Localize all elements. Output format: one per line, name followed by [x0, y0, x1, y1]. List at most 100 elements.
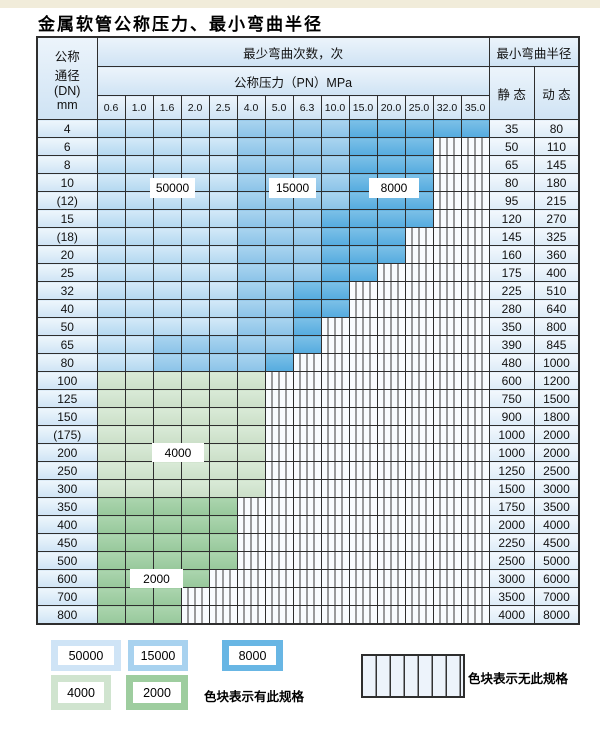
cell-no-spec — [460, 155, 490, 174]
cell-no-spec — [376, 569, 406, 588]
static-radius-value: 225 — [488, 281, 535, 300]
cell-no-spec — [460, 227, 490, 246]
dynamic-radius-value: 110 — [533, 137, 580, 156]
legend-swatch-8000: 8000 — [222, 640, 283, 671]
table-row: 25 175 400 — [36, 263, 580, 282]
cell-spec-available — [348, 155, 378, 174]
cell-no-spec — [376, 587, 406, 606]
cell-spec-available — [208, 371, 238, 390]
cell-no-spec — [320, 605, 350, 625]
cell-no-spec — [264, 407, 294, 426]
cell-spec-available — [152, 245, 182, 264]
cell-no-spec — [404, 299, 434, 318]
cell-no-spec — [404, 371, 434, 390]
cell-spec-available — [152, 479, 182, 498]
static-radius-value: 1500 — [488, 479, 535, 498]
cell-no-spec — [432, 155, 462, 174]
cell-no-spec — [348, 515, 378, 534]
table-row: 400 2000 4000 — [36, 515, 580, 534]
cell-spec-available — [236, 137, 266, 156]
cell-spec-available — [96, 119, 126, 138]
cell-no-spec — [348, 443, 378, 462]
dn-value: 250 — [36, 461, 98, 480]
cell-no-spec — [348, 479, 378, 498]
dn-value: 32 — [36, 281, 98, 300]
cell-spec-available — [152, 425, 182, 444]
cell-no-spec — [292, 605, 322, 625]
cell-no-spec — [236, 515, 266, 534]
cell-spec-available — [180, 533, 210, 552]
cell-no-spec — [432, 353, 462, 372]
cell-spec-available — [432, 119, 462, 138]
cell-spec-available — [236, 227, 266, 246]
cell-spec-available — [124, 443, 154, 462]
dynamic-radius-value: 325 — [533, 227, 580, 246]
cell-spec-available — [320, 173, 350, 192]
cell-no-spec — [320, 425, 350, 444]
cell-spec-available — [152, 353, 182, 372]
cell-no-spec — [264, 389, 294, 408]
cell-no-spec — [460, 443, 490, 462]
cell-spec-available — [152, 605, 182, 625]
cell-no-spec — [236, 551, 266, 570]
cell-spec-available — [264, 299, 294, 318]
cell-no-spec — [432, 587, 462, 606]
cell-no-spec — [236, 497, 266, 516]
cell-spec-available — [96, 263, 126, 282]
cell-spec-available — [180, 155, 210, 174]
cell-spec-available — [236, 155, 266, 174]
static-radius-value: 35 — [488, 119, 535, 138]
cell-no-spec — [320, 371, 350, 390]
cell-spec-available — [348, 137, 378, 156]
static-radius-value: 65 — [488, 155, 535, 174]
header-dn: 公称 通径 (DN) mm — [36, 36, 98, 120]
cell-spec-available — [236, 263, 266, 282]
legend-label-8000: 8000 — [229, 646, 276, 665]
dn-value: 600 — [36, 569, 98, 588]
cell-no-spec — [376, 335, 406, 354]
cell-spec-available — [264, 353, 294, 372]
cell-spec-available — [96, 209, 126, 228]
cell-no-spec — [460, 479, 490, 498]
dn-value: 15 — [36, 209, 98, 228]
cell-spec-available — [152, 263, 182, 282]
cell-spec-available — [320, 137, 350, 156]
cell-spec-available — [208, 425, 238, 444]
pressure-value: 20.0 — [376, 95, 406, 120]
cell-no-spec — [460, 371, 490, 390]
cell-spec-available — [124, 407, 154, 426]
static-radius-value: 750 — [488, 389, 535, 408]
cell-no-spec — [320, 407, 350, 426]
cell-spec-available — [124, 371, 154, 390]
cell-no-spec — [432, 191, 462, 210]
cell-spec-available — [180, 299, 210, 318]
pressure-value: 4.0 — [236, 95, 266, 120]
cell-spec-available — [96, 443, 126, 462]
cell-no-spec — [376, 371, 406, 390]
cell-spec-available — [180, 479, 210, 498]
cell-spec-available — [292, 209, 322, 228]
cell-no-spec — [432, 299, 462, 318]
cell-spec-available — [152, 335, 182, 354]
dynamic-radius-value: 8000 — [533, 605, 580, 625]
dynamic-radius-value: 640 — [533, 299, 580, 318]
cell-spec-available — [124, 515, 154, 534]
cell-spec-available — [292, 335, 322, 354]
cell-spec-available — [208, 191, 238, 210]
cell-no-spec — [376, 461, 406, 480]
table-row: 6 50 110 — [36, 137, 580, 156]
pressure-value: 10.0 — [320, 95, 350, 120]
cell-no-spec — [404, 461, 434, 480]
cell-no-spec — [236, 605, 266, 625]
cell-spec-available — [96, 371, 126, 390]
cell-spec-available — [124, 533, 154, 552]
dn-value: 150 — [36, 407, 98, 426]
cell-spec-available — [180, 515, 210, 534]
pressure-value: 2.5 — [208, 95, 238, 120]
dn-line-4: mm — [56, 97, 78, 112]
dynamic-radius-value: 4500 — [533, 533, 580, 552]
cell-spec-available — [124, 281, 154, 300]
page-top-strip — [0, 0, 600, 8]
cell-spec-available — [96, 227, 126, 246]
